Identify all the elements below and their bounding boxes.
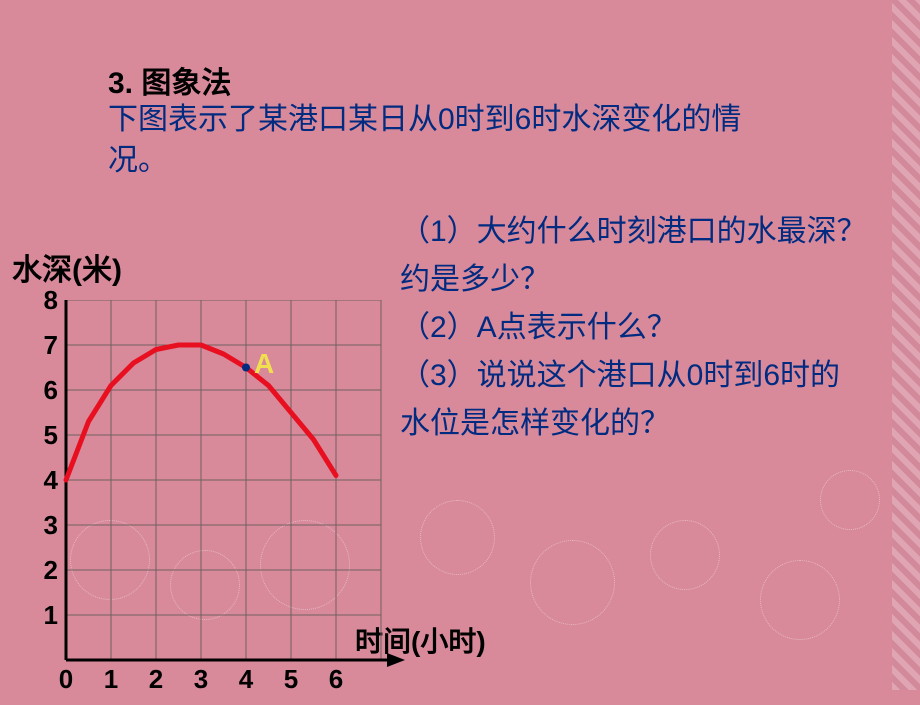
- y-tick-label: 8: [38, 285, 58, 316]
- question-1: （1）大约什么时刻港口的水最深？约是多少？: [400, 208, 870, 304]
- decorative-pattern: [760, 560, 840, 640]
- decorative-pattern: [530, 540, 615, 625]
- y-tick-label: 7: [38, 330, 58, 361]
- x-tick-label: 5: [279, 664, 303, 695]
- x-tick-label: 3: [189, 664, 213, 695]
- decorative-pattern: [820, 470, 880, 530]
- chart-y-axis-label: 水深(米): [12, 245, 122, 289]
- x-tick-label: 2: [144, 664, 168, 695]
- chart-marker-label: A: [254, 348, 274, 380]
- y-tick-label: 1: [38, 600, 58, 631]
- decorative-pattern: [420, 500, 495, 575]
- decorative-pattern: [650, 520, 720, 590]
- x-tick-label: 4: [234, 664, 258, 695]
- y-tick-label: 3: [38, 510, 58, 541]
- question-2: （2）A点表示什么？: [400, 304, 870, 352]
- chart-svg: [30, 300, 410, 700]
- x-tick-label: 0: [54, 664, 78, 695]
- y-tick-label: 5: [38, 420, 58, 451]
- y-tick-label: 6: [38, 375, 58, 406]
- y-tick-label: 2: [38, 555, 58, 586]
- x-tick-label: 6: [324, 664, 348, 695]
- decorative-side-strip: [892, 0, 920, 690]
- section-title: 3. 图象法: [108, 58, 231, 102]
- question-3: （3）说说这个港口从0时到6时的水位是怎样变化的？: [400, 352, 870, 448]
- section-subtitle: 下图表示了某港口某日从0时到6时水深变化的情况。: [108, 100, 748, 181]
- question-list: （1）大约什么时刻港口的水最深？约是多少？ （2）A点表示什么？ （3）说说这个…: [400, 208, 870, 448]
- water-depth-chart: 12345678 0123456 A: [30, 300, 410, 705]
- x-tick-label: 1: [99, 664, 123, 695]
- y-tick-label: 4: [38, 465, 58, 496]
